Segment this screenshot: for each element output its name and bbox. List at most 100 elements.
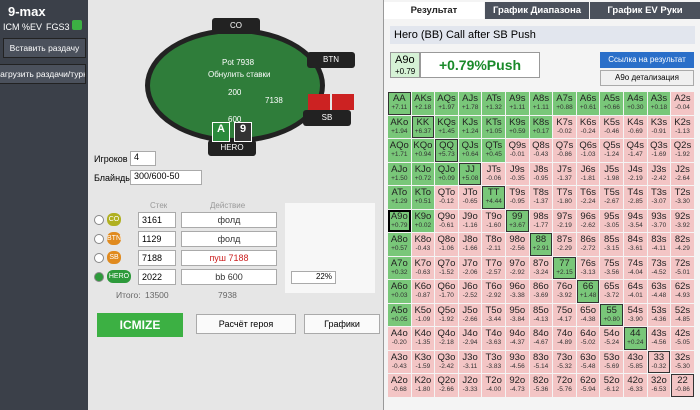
hand-cell[interactable]	[482, 209, 505, 232]
hand-cell[interactable]	[529, 115, 553, 138]
hand-cell[interactable]	[529, 233, 553, 256]
hand-cell[interactable]	[576, 327, 600, 350]
stack-input[interactable]: 2022	[138, 269, 176, 285]
hand-cell[interactable]	[388, 374, 411, 397]
hand-cell[interactable]	[647, 280, 671, 303]
hand-cell[interactable]	[647, 162, 671, 185]
hand-cell[interactable]	[553, 350, 576, 373]
hand-cell[interactable]	[671, 280, 694, 303]
hand-cell[interactable]	[671, 115, 694, 138]
hand-cell[interactable]	[482, 256, 505, 279]
hand-cell[interactable]	[458, 139, 482, 162]
hand-cell[interactable]	[553, 256, 576, 279]
hand-cell[interactable]	[435, 186, 458, 209]
button[interactable]: Загрузить раздачи/турнир	[0, 64, 86, 84]
hand-cell[interactable]	[411, 374, 435, 397]
hand-cell[interactable]	[482, 186, 505, 209]
hand-cell[interactable]	[576, 280, 600, 303]
hand-cell[interactable]	[388, 350, 411, 373]
hand-cell[interactable]	[647, 233, 671, 256]
hand-cell[interactable]	[529, 139, 553, 162]
radio[interactable]	[94, 272, 104, 282]
hand-cell[interactable]	[458, 115, 482, 138]
hand-cell[interactable]	[671, 350, 694, 373]
hand-cell[interactable]	[411, 162, 435, 185]
hand-cell[interactable]	[458, 280, 482, 303]
hand-cell[interactable]	[624, 162, 647, 185]
hand-cell[interactable]	[600, 303, 623, 326]
button[interactable]: A9o детализация	[600, 70, 694, 86]
button[interactable]: Графики	[304, 314, 380, 334]
hand-cell[interactable]	[553, 115, 576, 138]
radio[interactable]	[94, 234, 104, 244]
hand-cell[interactable]	[671, 186, 694, 209]
hand-cell[interactable]	[458, 162, 482, 185]
hand-cell[interactable]	[624, 115, 647, 138]
hand-cell[interactable]	[435, 303, 458, 326]
hand-cell[interactable]	[624, 92, 647, 115]
hand-cell[interactable]	[647, 139, 671, 162]
hand-cell[interactable]	[624, 139, 647, 162]
hand-cell[interactable]	[600, 115, 623, 138]
hand-cell[interactable]	[482, 139, 505, 162]
hand-cell[interactable]	[553, 186, 576, 209]
hand-cell[interactable]	[647, 92, 671, 115]
hand-cell[interactable]	[600, 280, 623, 303]
hand-cell[interactable]	[529, 186, 553, 209]
hand-cell[interactable]	[411, 186, 435, 209]
hand-cell[interactable]	[529, 350, 553, 373]
hand-cell[interactable]	[647, 350, 671, 373]
hand-cell[interactable]	[458, 350, 482, 373]
hand-cell[interactable]	[435, 139, 458, 162]
hand-cell[interactable]	[600, 209, 623, 232]
hand-cell[interactable]	[482, 92, 505, 115]
hand-cell[interactable]	[600, 139, 623, 162]
hand-cell[interactable]	[576, 209, 600, 232]
hand-cell[interactable]	[529, 280, 553, 303]
hand-cell[interactable]	[435, 209, 458, 232]
action-select[interactable]: пуш 7188	[181, 250, 277, 266]
hand-cell[interactable]	[482, 162, 505, 185]
hand-cell[interactable]	[624, 280, 647, 303]
hand-cell[interactable]	[388, 303, 411, 326]
tab[interactable]: Результат	[384, 2, 484, 19]
hand-cell[interactable]	[458, 303, 482, 326]
hand-cell[interactable]	[529, 374, 553, 397]
stack-input[interactable]: 3161	[138, 212, 176, 228]
hand-cell[interactable]	[482, 115, 505, 138]
hand-cell[interactable]	[388, 280, 411, 303]
hand-cell[interactable]	[624, 256, 647, 279]
hand-cell[interactable]	[482, 303, 505, 326]
hand-cell[interactable]	[388, 139, 411, 162]
hand-cell[interactable]	[506, 280, 529, 303]
hand-cell[interactable]	[411, 209, 435, 232]
hand-cell[interactable]	[435, 92, 458, 115]
hand-cell[interactable]	[553, 280, 576, 303]
hand-cell[interactable]	[482, 233, 505, 256]
hand-cell[interactable]	[647, 374, 671, 397]
hand-cell[interactable]	[388, 162, 411, 185]
hand-cell[interactable]	[411, 233, 435, 256]
hand-cell[interactable]	[576, 115, 600, 138]
hand-cell[interactable]	[529, 303, 553, 326]
hand-cell[interactable]	[624, 186, 647, 209]
hand-cell[interactable]	[411, 139, 435, 162]
hand-cell[interactable]	[411, 350, 435, 373]
hand-cell[interactable]	[482, 374, 505, 397]
hand-cell[interactable]	[647, 327, 671, 350]
hand-cell[interactable]	[671, 209, 694, 232]
hand-cell[interactable]	[600, 233, 623, 256]
hand-cell[interactable]	[506, 256, 529, 279]
action-select[interactable]: bb 600	[181, 269, 277, 285]
hand-cell[interactable]	[506, 139, 529, 162]
hand-cell[interactable]	[506, 374, 529, 397]
hand-cell[interactable]	[388, 115, 411, 138]
hand-cell[interactable]	[529, 209, 553, 232]
select[interactable]: 300/600-50	[130, 170, 202, 185]
hand-cell[interactable]	[411, 303, 435, 326]
hand-cell[interactable]	[435, 374, 458, 397]
radio[interactable]	[94, 253, 104, 263]
hand-cell[interactable]	[553, 92, 576, 115]
hand-cell[interactable]	[647, 209, 671, 232]
hand-cell[interactable]	[576, 374, 600, 397]
